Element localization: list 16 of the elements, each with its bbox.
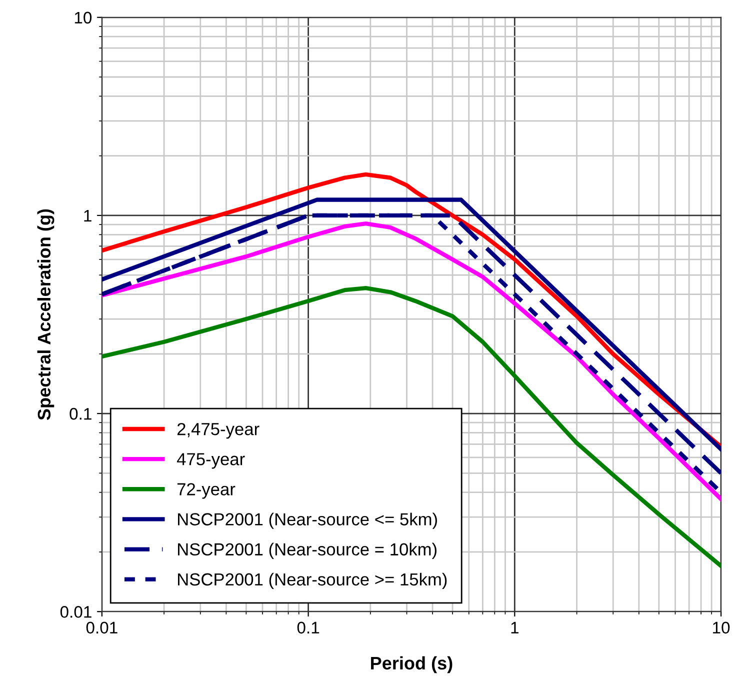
x-tick-label: 0.01 (86, 622, 118, 634)
x-axis-title: Period (s) (371, 656, 452, 674)
legend-label: 475-year (176, 453, 245, 469)
y-tick-label: 1 (84, 210, 92, 222)
legend-label: 2,475-year (177, 422, 260, 439)
legend-label: 72-year (177, 483, 236, 499)
y-tick-label: 0.1 (70, 408, 92, 420)
y-tick-label: 0.01 (60, 606, 92, 618)
legend-label: NSCP2001 (Near-source <= 5km) (178, 512, 437, 529)
legend-label: NSCP2001 (Near-source = 10km) (178, 542, 436, 559)
y-tick-label: 10 (74, 12, 92, 24)
x-tick-label: 10 (713, 622, 730, 634)
legend-label: NSCP2001 (Near-source >= 15km) (178, 572, 447, 590)
x-tick-label: 1 (511, 622, 518, 634)
y-axis-title: Spectral Acceleration (g) (37, 209, 54, 420)
x-tick-label: 0.1 (297, 622, 320, 634)
